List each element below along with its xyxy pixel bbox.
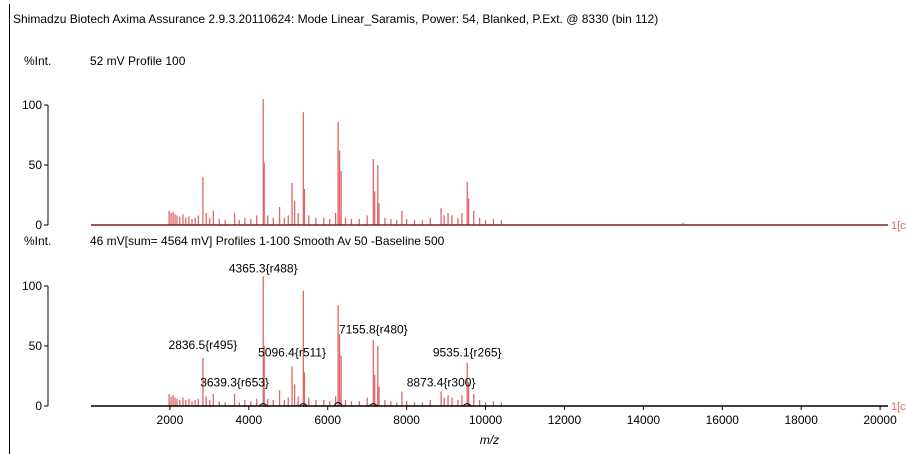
y-tick-label-bottom: 0: [35, 399, 42, 413]
peak-label: 2836.5{r495}: [169, 338, 238, 352]
y-tick-label-top: 100: [22, 98, 42, 112]
x-tick-label: 4000: [235, 413, 262, 427]
x-tick-label: 10000: [469, 413, 503, 427]
x-tick-label: 18000: [785, 413, 819, 427]
end-label-top: 1[c: [891, 220, 906, 232]
x-tick-label: 2000: [157, 413, 184, 427]
peak-label: 5096.4{r511}: [258, 345, 326, 359]
baseline-bump: [298, 403, 308, 407]
peak-label: 9535.1{r265}: [433, 345, 502, 359]
peak-label: 4365.3{r488}: [229, 261, 298, 275]
x-tick-label: 14000: [627, 413, 661, 427]
y-tick-label-top: 0: [35, 218, 42, 232]
x-tick-label: 6000: [314, 413, 341, 427]
baseline-bump: [333, 401, 343, 407]
y-tick-label-top: 50: [29, 158, 43, 172]
y-tick-label-bottom: 100: [22, 279, 42, 293]
x-tick-label: 8000: [393, 413, 420, 427]
window-title: Shimadzu Biotech Axima Assurance 2.9.3.2…: [13, 12, 659, 26]
y-tick-label-bottom: 50: [29, 339, 43, 353]
baseline-bump: [258, 403, 268, 407]
x-axis-label: m/z: [480, 433, 499, 447]
top-info: 52 mV Profile 100: [90, 54, 186, 68]
x-tick-label: 20000: [863, 413, 897, 427]
top-ylabel: %Int.: [24, 54, 52, 68]
x-tick-label: 12000: [548, 413, 582, 427]
baseline-bump: [368, 403, 378, 407]
peak-label: 7155.8{r480}: [339, 323, 408, 337]
window-left-border: [9, 4, 10, 454]
peak-label: 8873.4{r300}: [407, 375, 476, 389]
end-label-bottom: 1[c: [891, 401, 906, 413]
x-tick-label: 16000: [706, 413, 740, 427]
bottom-ylabel: %Int.: [24, 234, 52, 248]
baseline-bump: [462, 403, 472, 407]
peak-label: 3639.3{r653}: [200, 375, 269, 389]
bottom-info: 46 mV[sum= 4564 mV] Profiles 1-100 Smoot…: [90, 234, 445, 248]
